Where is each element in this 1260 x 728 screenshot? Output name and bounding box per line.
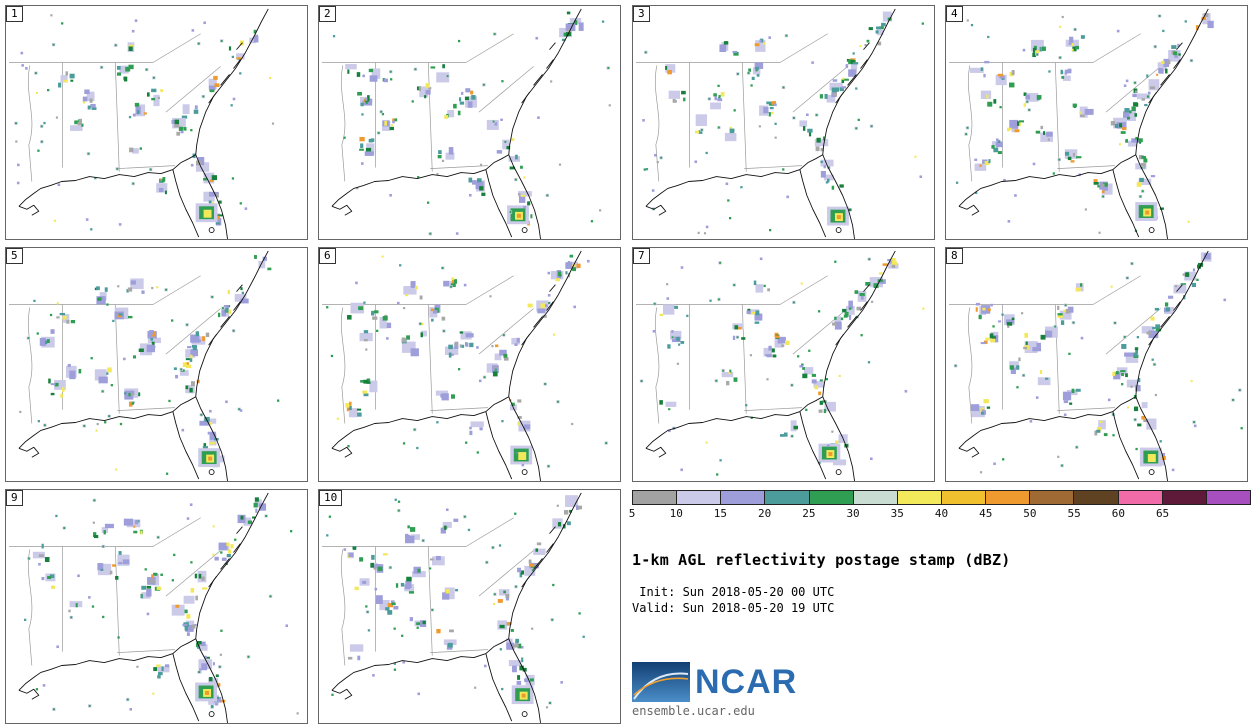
colorbar-tick-label: 20: [758, 507, 772, 520]
state-borders: [948, 275, 1161, 424]
reflectivity-map: [948, 8, 1214, 239]
state-borders: [8, 275, 221, 424]
reflectivity-map: [321, 8, 611, 239]
colorbar-segment: [1118, 491, 1163, 504]
forecast-panel-8: 8: [945, 247, 1248, 482]
panel-number-label: 8: [946, 248, 963, 264]
forecast-panel-10: 10: [318, 489, 621, 724]
colorbar-segment: [1206, 491, 1250, 504]
forecast-panel-2: 2: [318, 5, 621, 240]
reflectivity-map: [948, 250, 1243, 481]
radar-echoes: [642, 11, 924, 235]
ncar-logo-row: NCAR: [632, 661, 1251, 703]
coastline: [331, 492, 582, 723]
colorbar-segment: [765, 491, 810, 504]
radar-echoes: [955, 13, 1214, 234]
reflectivity-map: [635, 8, 924, 239]
reflectivity-map: [321, 492, 585, 723]
figure-title: 1-km AGL reflectivity postage stamp (dBZ…: [632, 551, 1011, 569]
state-borders: [321, 33, 534, 182]
colorbar-tick-label: 10: [669, 507, 683, 520]
colorbar: [632, 490, 1251, 505]
panel-number-label: 7: [633, 248, 650, 264]
colorbar-tick-label: 65: [1155, 507, 1170, 520]
forecast-panel-5: 5: [5, 247, 308, 482]
colorbar-segment: [853, 491, 898, 504]
colorbar-segment: [897, 491, 942, 504]
panel-number-label: 1: [6, 6, 23, 22]
site-url: ensemble.ucar.edu: [632, 704, 755, 718]
state-borders: [635, 33, 848, 182]
radar-echoes: [23, 497, 299, 715]
colorbar-segment: [1162, 491, 1207, 504]
colorbar-segment: [986, 491, 1031, 504]
panel-number-label: 6: [319, 248, 336, 264]
colorbar-segment: [721, 491, 766, 504]
reflectivity-map: [8, 250, 280, 481]
colorbar-tick-label: 45: [979, 507, 993, 520]
ncar-logo-text: NCAR: [695, 663, 798, 701]
state-borders: [635, 275, 848, 424]
panel-number-label: 3: [633, 6, 650, 22]
radar-echoes: [326, 495, 585, 709]
valid-time: Valid: Sun 2018-05-20 19 UTC: [632, 601, 835, 615]
forecast-panel-1: 1: [5, 5, 308, 240]
reflectivity-map: [321, 250, 608, 481]
radar-echoes: [19, 255, 280, 475]
coastline: [958, 8, 1209, 239]
init-time: Init: Sun 2018-05-20 00 UTC: [632, 585, 835, 599]
reflectivity-map: [8, 8, 275, 239]
panel-number-label: 2: [319, 6, 336, 22]
panel-number-label: 4: [946, 6, 963, 22]
coastline: [18, 250, 269, 481]
panel-number-label: 9: [6, 490, 23, 506]
colorbar-segment: [941, 491, 987, 504]
radar-echoes: [14, 14, 275, 231]
coastline: [958, 250, 1209, 481]
colorbar-segment: [677, 491, 722, 504]
colorbar-tick-label: 5: [628, 507, 636, 520]
colorbar-tick-label: 50: [1023, 507, 1037, 520]
state-borders: [8, 517, 221, 666]
coastline: [331, 250, 582, 481]
coastline: [18, 492, 269, 723]
radar-echoes: [953, 252, 1243, 474]
reflectivity-map: [635, 250, 925, 481]
colorbar-tick-label: 35: [890, 507, 904, 520]
coastline: [645, 250, 896, 481]
colorbar-tick-label: 15: [713, 507, 728, 520]
panel-number-label: 10: [319, 490, 343, 506]
ncar-logo-arc-orange: [633, 677, 689, 696]
colorbar-tick-label: 60: [1111, 507, 1125, 520]
ncar-logo: [632, 662, 690, 702]
coastline: [331, 8, 582, 239]
colorbar-segment: [1074, 491, 1119, 504]
ncar-logo-arc-light: [633, 672, 689, 700]
state-borders: [321, 275, 534, 424]
forecast-panel-9: 9: [5, 489, 308, 724]
colorbar-segment: [1030, 491, 1075, 504]
forecast-panel-6: 6: [318, 247, 621, 482]
radar-echoes: [639, 257, 925, 476]
panel-number-label: 5: [6, 248, 23, 264]
colorbar-ticks: 5 10 15 20 25 30 35 40 45 50 55 60 65: [628, 507, 1251, 521]
forecast-panel-4: 4: [945, 5, 1248, 240]
legend-and-caption: 5 10 15 20 25 30 35 40 45 50 55 60 65 1-km AGL refle…: [628, 490, 1251, 718]
colorbar-tick-label: 25: [802, 507, 816, 520]
coastline: [645, 8, 896, 239]
state-borders: [948, 33, 1161, 182]
radar-echoes: [326, 254, 608, 468]
reflectivity-map: [8, 492, 299, 723]
colorbar-segment: [633, 491, 678, 504]
forecast-panel-7: 7: [632, 247, 935, 482]
colorbar-tick-label: 30: [846, 507, 860, 520]
forecast-panel-3: 3: [632, 5, 935, 240]
colorbar-segment: [809, 491, 854, 504]
colorbar-tick-label: 55: [1067, 507, 1081, 520]
coastline: [18, 8, 269, 239]
colorbar-tick-label: 40: [934, 507, 949, 520]
radar-echoes: [332, 11, 611, 236]
ncar-logo-box: [632, 662, 690, 702]
